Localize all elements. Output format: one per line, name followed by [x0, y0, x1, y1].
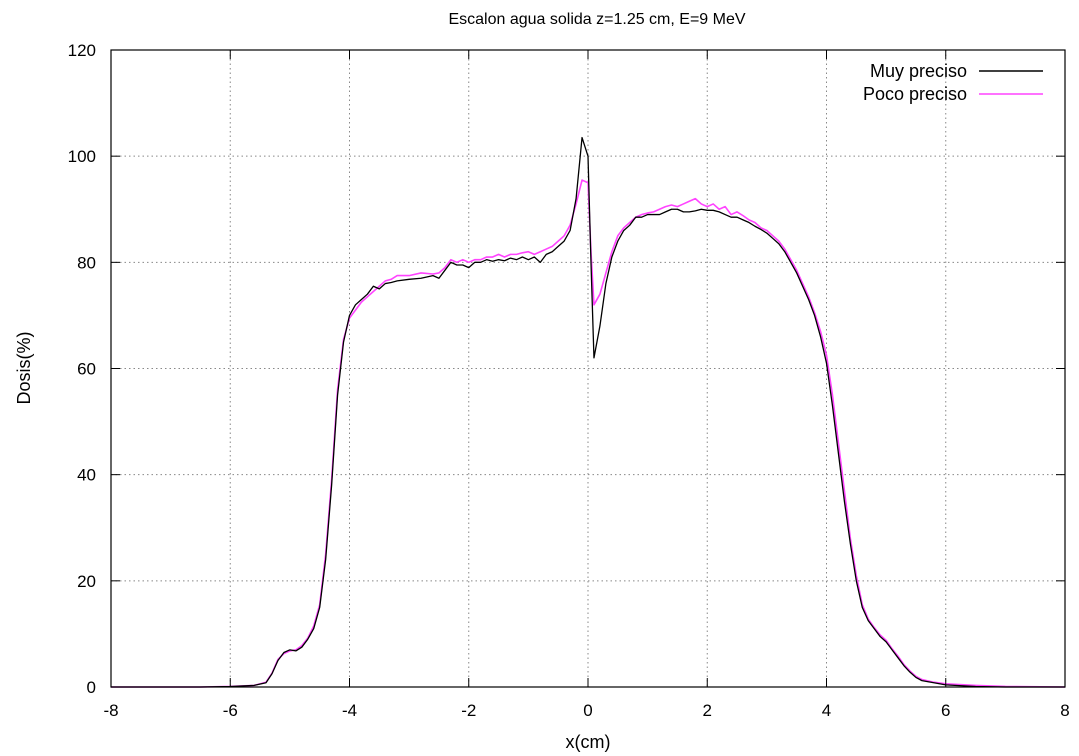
legend-label: Poco preciso	[863, 84, 967, 104]
x-tick-label: 4	[822, 701, 831, 720]
y-tick-label: 100	[68, 147, 96, 166]
y-tick-label: 80	[77, 253, 96, 272]
series-line-1	[111, 179, 1066, 688]
series-line-0	[111, 136, 1065, 688]
x-tick-label: 2	[703, 701, 712, 720]
legend-label: Muy preciso	[870, 61, 967, 81]
series-lines	[111, 136, 1066, 688]
x-tick-label: 8	[1060, 701, 1069, 720]
x-tick-label: 6	[941, 701, 950, 720]
grid	[111, 50, 1065, 687]
y-tick-label: 20	[77, 572, 96, 591]
y-tick-label: 60	[77, 360, 96, 379]
y-tick-label: 0	[87, 678, 96, 697]
x-tick-label: -8	[103, 701, 118, 720]
y-tick-label: 40	[77, 466, 96, 485]
x-tick-label: -6	[223, 701, 238, 720]
x-tick-label: -4	[342, 701, 357, 720]
chart-title: Escalon agua solida z=1.25 cm, E=9 MeV	[448, 11, 745, 28]
y-tick-label: 120	[68, 41, 96, 60]
x-axis-label: x(cm)	[566, 732, 611, 752]
legend: Muy preciso Poco preciso	[863, 61, 1043, 104]
x-tick-label: -2	[461, 701, 476, 720]
y-axis-label: Dosis(%)	[14, 331, 34, 404]
x-tick-label: 0	[583, 701, 592, 720]
